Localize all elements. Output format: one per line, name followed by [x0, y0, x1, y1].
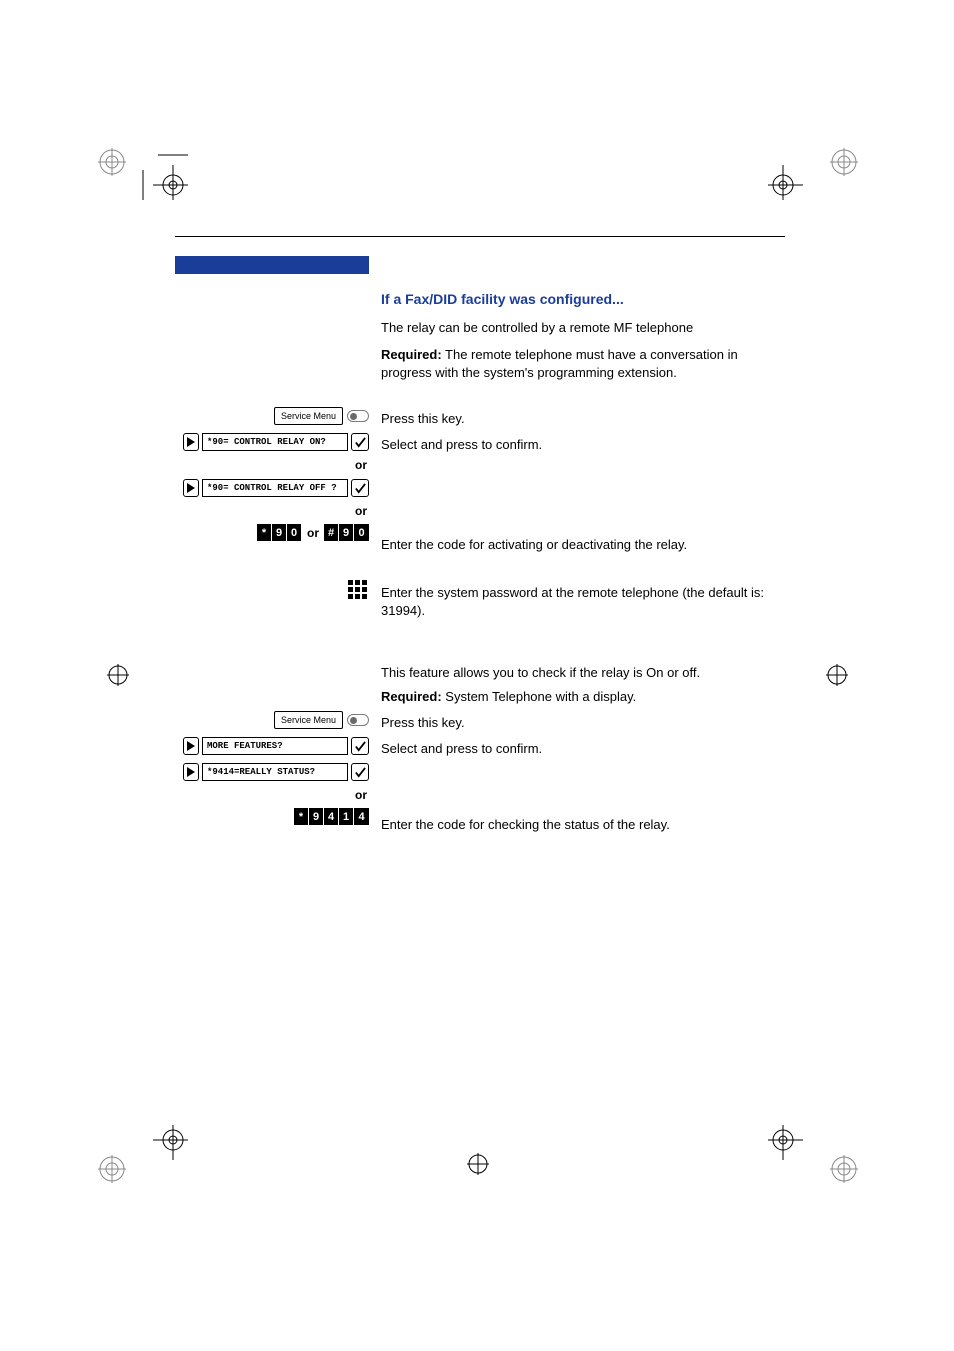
section2-required: Required: System Telephone with a displa… [381, 688, 785, 706]
press-key-1: Press this key. [381, 410, 785, 428]
confirm-icon[interactable] [351, 763, 369, 781]
key[interactable]: 9 [272, 524, 287, 541]
key[interactable]: 0 [287, 524, 302, 541]
key[interactable]: * [294, 808, 309, 825]
press-key-2: Press this key. [381, 714, 785, 732]
code-keys-activate: * 9 0 or # 9 0 [175, 524, 369, 541]
or-label: or [302, 526, 324, 540]
reg-target-tr [830, 148, 858, 176]
crop-mark-bl [128, 1125, 188, 1185]
crop-mark-br [768, 1125, 828, 1185]
led-indicator-icon [347, 714, 369, 726]
section-bar [175, 256, 369, 274]
crop-mark-tr [768, 140, 828, 200]
key[interactable]: 1 [339, 808, 354, 825]
password-desc: Enter the system password at the remote … [381, 584, 785, 619]
section2-line1: This feature allows you to check if the … [381, 664, 785, 682]
required-label: Required: [381, 347, 442, 362]
code-desc-2: Enter the code for checking the status o… [381, 816, 785, 834]
section1-line1: The relay can be controlled by a remote … [381, 319, 785, 337]
crop-mark-tl [128, 140, 188, 200]
key[interactable]: # [324, 524, 339, 541]
reg-target-mr [826, 664, 848, 686]
key[interactable]: 4 [354, 808, 369, 825]
select-confirm-1: Select and press to confirm. [381, 436, 785, 454]
key[interactable]: 9 [339, 524, 354, 541]
reg-target-tl [98, 148, 126, 176]
required-label-2: Required: [381, 689, 442, 704]
code-keys-status: * 9 4 1 4 [175, 808, 369, 825]
select-confirm-2: Select and press to confirm. [381, 740, 785, 758]
section1-heading: If a Fax/DID facility was configured... [381, 290, 785, 309]
scroll-icon[interactable] [183, 433, 199, 451]
reg-target-bc [467, 1153, 489, 1175]
scroll-icon[interactable] [183, 737, 199, 755]
or-label: or [175, 498, 369, 524]
service-menu-key[interactable]: Service Menu [274, 711, 343, 729]
display-relay-status: *9414=REALLY STATUS? [202, 763, 348, 781]
code-desc-1: Enter the code for activating or deactiv… [381, 536, 785, 554]
reg-target-br [830, 1155, 858, 1183]
key[interactable]: 9 [309, 808, 324, 825]
section1-required: Required: The remote telephone must have… [381, 346, 785, 381]
reg-target-bl [98, 1155, 126, 1183]
confirm-icon[interactable] [351, 433, 369, 451]
or-label: or [175, 452, 369, 478]
confirm-icon[interactable] [351, 737, 369, 755]
reg-target-ml [107, 664, 129, 686]
key[interactable]: 4 [324, 808, 339, 825]
or-label: or [175, 782, 369, 808]
keypad-icon [348, 580, 367, 599]
display-more-features: MORE FEATURES? [202, 737, 348, 755]
scroll-icon[interactable] [183, 763, 199, 781]
service-menu-key[interactable]: Service Menu [274, 407, 343, 425]
confirm-icon[interactable] [351, 479, 369, 497]
top-divider [175, 236, 785, 237]
led-indicator-icon [347, 410, 369, 422]
required-text-2: System Telephone with a display. [442, 689, 637, 704]
scroll-icon[interactable] [183, 479, 199, 497]
key[interactable]: 0 [354, 524, 369, 541]
display-relay-off: *90= CONTROL RELAY OFF ? [202, 479, 348, 497]
display-relay-on: *90= CONTROL RELAY ON? [202, 433, 348, 451]
key[interactable]: * [257, 524, 272, 541]
